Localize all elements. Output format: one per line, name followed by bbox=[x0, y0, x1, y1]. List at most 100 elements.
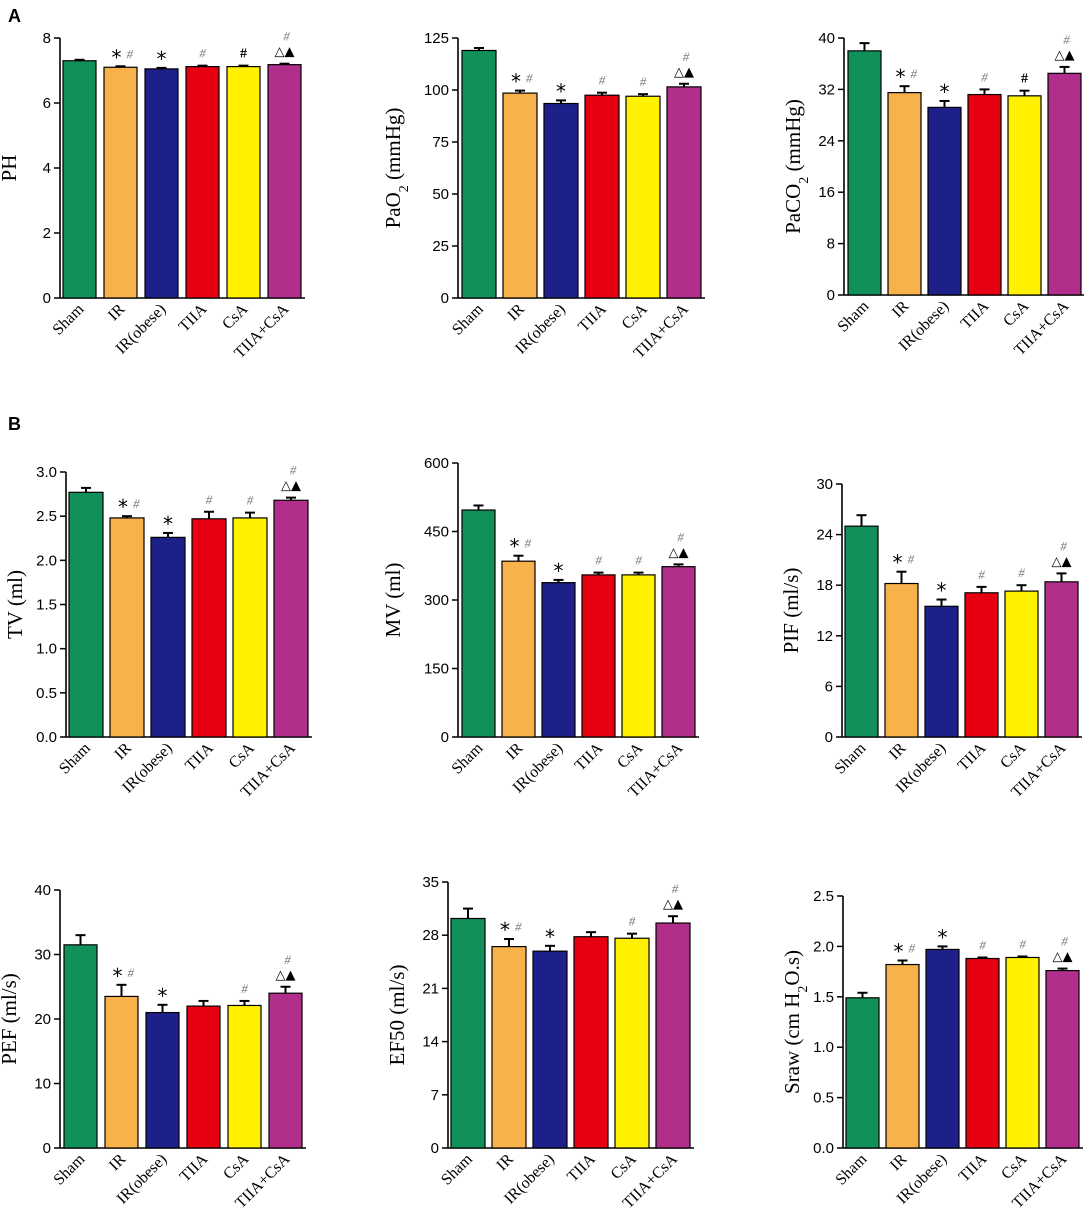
x-tick-label: TIIA bbox=[955, 739, 990, 774]
x-tick-label: Sham bbox=[449, 300, 487, 338]
bar-ir-obese bbox=[927, 106, 962, 296]
y-axis-title: PH bbox=[0, 155, 21, 182]
bar-tiia-csa bbox=[268, 992, 303, 1149]
bar-tiia-csa bbox=[1047, 72, 1082, 296]
x-tick-label: Sham bbox=[832, 739, 870, 777]
y-tick-label: 0 bbox=[441, 729, 449, 746]
significance-hash: # bbox=[241, 981, 248, 996]
y-tick-label: 10 bbox=[34, 1076, 51, 1093]
y-tick-label: 4 bbox=[43, 160, 51, 177]
bar-ir bbox=[491, 945, 527, 1149]
bar-ir-obese bbox=[144, 68, 179, 299]
x-tick-label: IR bbox=[106, 1151, 130, 1175]
significance-hash: # bbox=[677, 529, 684, 544]
significance-hash: # bbox=[525, 536, 532, 551]
significance-hash: # bbox=[1061, 934, 1068, 949]
significance-hash: # bbox=[595, 553, 602, 568]
significance-star: * bbox=[554, 559, 564, 583]
significance-hash: # bbox=[1018, 565, 1025, 580]
bar-ir-obese bbox=[543, 102, 579, 299]
significance-hash: # bbox=[599, 73, 606, 88]
y-tick-label: 0.0 bbox=[813, 1140, 834, 1157]
x-tick-label: Sham bbox=[438, 1150, 476, 1188]
x-tick-label: TIIA bbox=[958, 297, 993, 332]
y-tick-label: 20 bbox=[34, 1011, 51, 1028]
significance-star: * bbox=[510, 535, 520, 559]
y-tick-label: 150 bbox=[424, 661, 449, 678]
y-tick-label: 1.5 bbox=[36, 597, 57, 614]
x-tick-label: Sham bbox=[833, 1150, 871, 1188]
bar-sham bbox=[461, 49, 497, 299]
significance-star: * bbox=[158, 984, 168, 1008]
y-tick-label: 100 bbox=[424, 82, 449, 99]
significance-hash: # bbox=[199, 46, 206, 61]
panel-label-b: B bbox=[8, 414, 21, 434]
significance-star: * bbox=[938, 925, 948, 949]
x-tick-label: TIIA bbox=[956, 1150, 991, 1185]
y-tick-label: 14 bbox=[422, 1034, 439, 1051]
bar-tiia bbox=[584, 94, 620, 299]
y-tick-label: 0.5 bbox=[813, 1090, 834, 1107]
y-tick-label: 2.5 bbox=[813, 888, 834, 905]
x-tick-label: IR bbox=[887, 1151, 911, 1175]
significance-hash: # bbox=[206, 492, 213, 507]
x-tick-label: Sham bbox=[50, 300, 88, 338]
x-tick-label: CsA bbox=[608, 1150, 640, 1182]
y-axis-title: MV (ml) bbox=[381, 563, 405, 638]
x-tick-label: Sham bbox=[51, 1150, 89, 1188]
bar-tiia-csa bbox=[273, 499, 309, 738]
significance-triangles: △▲ bbox=[1053, 950, 1073, 965]
y-axis-title: PIF (ml/s) bbox=[779, 568, 803, 654]
significance-star: * bbox=[157, 47, 167, 71]
bar-ir bbox=[103, 66, 138, 299]
chart-sraw-cm-h2o-s: 0.0 0.5 1.0 1.5 2.0 2.5 Sraw (cm H2O.s) Sham IR *… bbox=[780, 888, 1083, 1212]
bar-tiia bbox=[581, 574, 616, 738]
significance-triangles: △▲ bbox=[663, 897, 683, 912]
y-tick-label: 0 bbox=[825, 729, 833, 746]
significance-triangles: △▲ bbox=[276, 968, 296, 983]
bar-sham bbox=[844, 525, 879, 738]
y-tick-label: 50 bbox=[432, 186, 449, 203]
x-tick-label: TIIA bbox=[575, 300, 610, 335]
bar-tiia-csa bbox=[655, 922, 691, 1149]
significance-star: * bbox=[500, 918, 510, 942]
bar-csa bbox=[1005, 956, 1040, 1149]
significance-hash: # bbox=[908, 552, 915, 567]
significance-triangles: △▲ bbox=[281, 479, 301, 494]
y-tick-label: 21 bbox=[422, 980, 439, 997]
y-tick-label: 24 bbox=[816, 527, 833, 544]
y-tick-label: 0 bbox=[441, 290, 449, 307]
significance-star: * bbox=[163, 512, 173, 536]
significance-hash: # bbox=[683, 49, 690, 64]
significance-hash: # bbox=[240, 47, 247, 62]
bar-ir-obese bbox=[925, 948, 960, 1149]
y-tick-label: 30 bbox=[816, 476, 833, 493]
significance-triangles: △▲ bbox=[674, 65, 694, 80]
y-tick-label: 2.5 bbox=[36, 508, 57, 525]
significance-hash: # bbox=[640, 74, 647, 89]
x-tick-label: Sham bbox=[56, 739, 94, 777]
significance-triangles: △▲ bbox=[275, 45, 295, 60]
y-tick-label: 2 bbox=[43, 225, 51, 242]
x-tick-label: TIIA bbox=[572, 739, 607, 774]
x-tick-label: TIIA bbox=[182, 739, 217, 774]
x-tick-label: CsA bbox=[226, 739, 258, 771]
x-tick-label: IR bbox=[886, 740, 910, 764]
bar-tiia bbox=[573, 936, 609, 1149]
bar-csa bbox=[226, 65, 261, 299]
y-tick-label: 1.0 bbox=[36, 641, 57, 658]
bar-tiia-csa bbox=[666, 86, 702, 299]
significance-star: * bbox=[937, 579, 947, 603]
significance-hash: # bbox=[629, 914, 636, 929]
significance-hash: # bbox=[1021, 72, 1028, 87]
bar-ir bbox=[885, 963, 920, 1149]
x-tick-label: CsA bbox=[220, 1150, 252, 1182]
y-tick-label: 2.0 bbox=[36, 552, 57, 569]
x-tick-label: IR bbox=[889, 298, 913, 322]
x-tick-label: CsA bbox=[614, 739, 646, 771]
